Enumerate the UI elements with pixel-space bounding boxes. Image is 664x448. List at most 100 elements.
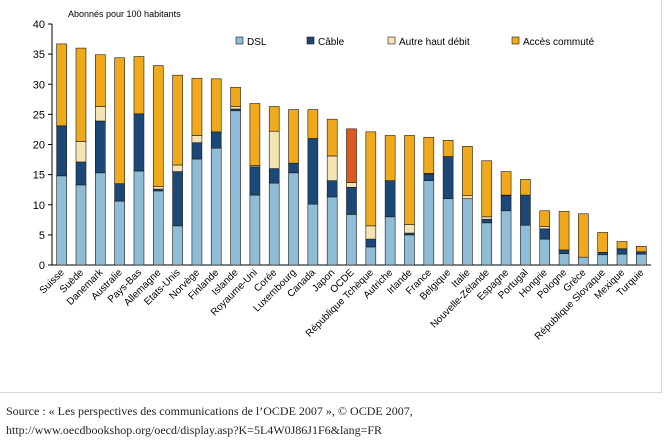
bar-segment-acc-s-commut- — [404, 135, 415, 225]
y-tick-label: 30 — [33, 79, 45, 91]
bar-segment-dsl — [442, 198, 454, 266]
bar-segment-dsl — [539, 238, 551, 266]
bar-segment-acc-s-commut- — [365, 131, 377, 227]
source-line-1: Source : « Les perspectives des communic… — [6, 404, 413, 418]
y-tick-label: 35 — [33, 49, 45, 61]
bar-segment-acc-s-commut- — [288, 109, 299, 164]
bar-segment-dsl — [520, 224, 531, 266]
bar-segment-acc-s-commut- — [636, 246, 647, 253]
legend-label: DSL — [247, 37, 267, 48]
bar-segment-dsl — [268, 182, 280, 266]
bar-segment-c-ble — [520, 194, 531, 226]
bar-segment-dsl — [230, 110, 241, 266]
bar-segment-acc-s-commut- — [442, 139, 454, 157]
bar-segment-dsl — [365, 246, 377, 266]
y-tick-label: 5 — [39, 230, 45, 242]
bar-segment-autre-haut-d-bit — [191, 135, 203, 143]
bar-segment-dsl — [500, 210, 512, 266]
bar-segment-acc-s-commut- — [75, 47, 87, 142]
bar-segment-autre-haut-d-bit — [326, 155, 338, 181]
bar-segment-dsl — [558, 253, 570, 266]
bar-segment-autre-haut-d-bit — [365, 225, 377, 240]
plot-area: 0510152025303540SuisseSuèdeDanemarkAustr… — [33, 19, 651, 342]
bar-segment-autre-haut-d-bit — [152, 186, 164, 190]
bar-segment-dsl — [597, 254, 608, 266]
bar-segment-c-ble — [191, 142, 203, 160]
bar-segment-acc-s-commut- — [191, 77, 203, 136]
bar-segment-c-ble — [636, 251, 647, 255]
bar-segment-dsl — [636, 253, 647, 266]
bar-segment-acc-s-commut- — [249, 103, 261, 166]
bar-segment-dsl — [616, 253, 628, 266]
bar-segment-c-ble — [133, 113, 145, 172]
bar-segment-dsl — [191, 158, 203, 266]
bar-segment-c-ble — [365, 238, 377, 248]
bar-segment-dsl — [249, 194, 261, 266]
bar-segment-autre-haut-d-bit — [172, 164, 183, 172]
bar-segment-acc-s-commut- — [616, 241, 628, 250]
bar-segment-c-ble — [268, 168, 280, 184]
legend-swatch — [306, 36, 315, 45]
bar-segment-acc-s-commut- — [133, 56, 145, 115]
bar-segment-dsl — [326, 196, 338, 266]
bar-segment-c-ble — [56, 125, 67, 177]
chart-frame — [0, 0, 662, 393]
bar-segment-autre-haut-d-bit — [268, 130, 280, 169]
bar-segment-acc-s-commut- — [520, 179, 531, 196]
legend-swatch — [387, 36, 396, 45]
bar-segment-c-ble — [249, 166, 261, 196]
bar-segment-acc-s-commut- — [152, 65, 164, 187]
bar-segment-c-ble — [616, 248, 628, 255]
bar-segment-acc-s-commut- — [423, 136, 435, 174]
bar-segment-acc-s-commut- — [539, 210, 551, 227]
bar-segment-acc-s-commut- — [56, 43, 67, 127]
y-axis-label: Abonnés pour 100 habitants — [68, 9, 181, 19]
bar-segment-dsl — [384, 216, 396, 266]
bar-segment-dsl — [481, 222, 493, 266]
bar-segment-c-ble — [423, 173, 435, 181]
bar-segment-c-ble — [326, 180, 338, 198]
y-tick-label: 0 — [39, 260, 45, 272]
bar-segment-acc-s-commut- — [384, 135, 396, 181]
bar-segment-c-ble — [288, 162, 299, 174]
bar-segment-c-ble — [442, 156, 454, 200]
bar-segment-dsl — [462, 198, 473, 266]
bar-segment-dsl — [210, 147, 222, 266]
bar-segment-c-ble — [384, 180, 396, 218]
bar-segment-acc-s-commut- — [326, 118, 338, 157]
legend-swatch — [511, 36, 520, 45]
bar-segment-dsl — [114, 200, 125, 266]
bar-segment-c-ble — [597, 252, 608, 256]
y-tick-label: 15 — [33, 170, 45, 182]
bar-segment-autre-haut-d-bit — [230, 106, 241, 110]
legend-swatch — [235, 36, 244, 45]
bar-segment-acc-s-commut- — [307, 109, 319, 139]
bar-segment-acc-s-commut- — [210, 78, 222, 133]
bar-segment-c-ble — [346, 186, 357, 215]
y-tick-label: 25 — [33, 109, 45, 121]
bar-segment-acc-s-commut- — [481, 160, 493, 218]
bar-segment-dsl — [152, 190, 164, 266]
source-note: Source : « Les perspectives des communic… — [6, 402, 656, 440]
bar-segment-autre-haut-d-bit — [404, 224, 415, 234]
bar-segment-dsl — [56, 175, 67, 266]
bar-segment-c-ble — [114, 183, 125, 202]
bar-segment-c-ble — [558, 249, 570, 254]
bar-segment-acc-s-commut- — [558, 211, 570, 251]
bar-segment-c-ble — [539, 228, 551, 240]
legend-label: Câble — [318, 37, 345, 48]
bar-segment-acc-s-commut- — [500, 171, 512, 196]
bar-segment-acc-s-commut- — [597, 232, 608, 253]
bar-segment-autre-haut-d-bit — [481, 216, 493, 220]
bar-segment-acc-s-commut- — [95, 54, 106, 107]
bar-segment-acc-s-commut- — [230, 86, 241, 107]
bar-segment-acc-s-commut- — [346, 128, 357, 183]
stacked-bar-chart: 0510152025303540SuisseSuèdeDanemarkAustr… — [33, 9, 651, 342]
bar-segment-dsl — [404, 234, 415, 266]
legend-label: Accès commuté — [523, 37, 595, 48]
legend-box — [228, 31, 622, 51]
bar-segment-c-ble — [210, 131, 222, 149]
bar-segment-c-ble — [481, 218, 493, 224]
bar-segment-c-ble — [500, 195, 512, 212]
bar-segment-dsl — [95, 172, 106, 266]
